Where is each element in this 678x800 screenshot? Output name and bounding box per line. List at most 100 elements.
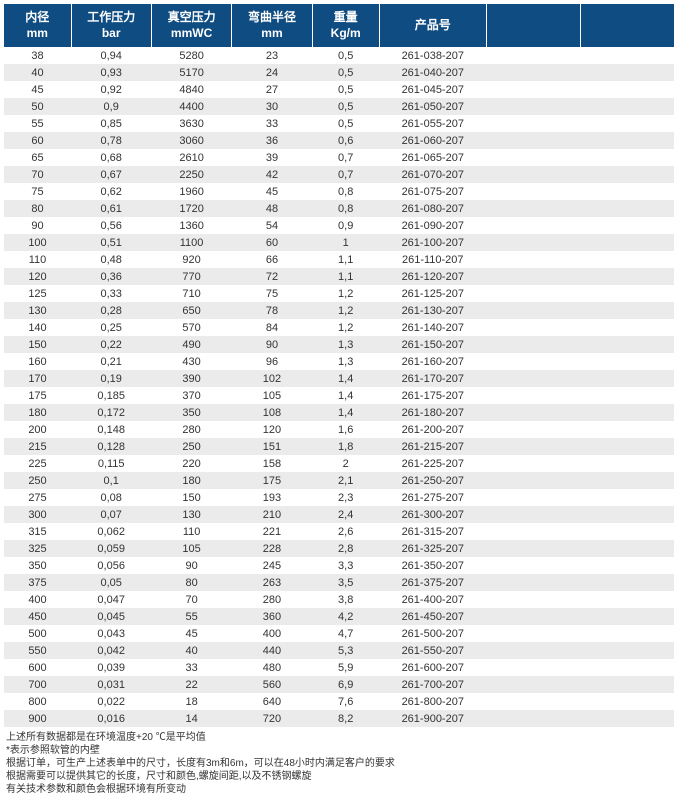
col-header-4: 重量Kg/m <box>312 4 379 47</box>
cell <box>486 659 580 676</box>
cell: 0,5 <box>312 47 379 64</box>
cell: 250 <box>4 472 71 489</box>
cell: 261-120-207 <box>379 268 486 285</box>
cell: 261-130-207 <box>379 302 486 319</box>
cell: 1,8 <box>312 438 379 455</box>
table-header: 内径mm工作压力bar真空压力mmWC弯曲半径mm重量Kg/m产品号 <box>4 4 674 47</box>
cell <box>486 115 580 132</box>
cell: 261-125-207 <box>379 285 486 302</box>
cell: 400 <box>232 625 312 642</box>
table-row: 3750,05802633,5261-375-207 <box>4 574 674 591</box>
cell: 261-450-207 <box>379 608 486 625</box>
cell: 650 <box>151 302 231 319</box>
cell <box>486 149 580 166</box>
cell: 400 <box>4 591 71 608</box>
cell: 450 <box>4 608 71 625</box>
table-row: 5000,043454004,7261-500-207 <box>4 625 674 642</box>
col-header-3: 弯曲半径mm <box>232 4 312 47</box>
cell: 2610 <box>151 149 231 166</box>
cell: 4,2 <box>312 608 379 625</box>
cell: 5170 <box>151 64 231 81</box>
table-body: 380,945280230,5261-038-207400,935170240,… <box>4 47 674 727</box>
cell: 0,022 <box>71 693 151 710</box>
cell: 1,2 <box>312 302 379 319</box>
cell: 560 <box>232 676 312 693</box>
cell <box>486 472 580 489</box>
cell: 193 <box>232 489 312 506</box>
cell: 3630 <box>151 115 231 132</box>
table-row: 3150,0621102212,6261-315-207 <box>4 523 674 540</box>
cell: 120 <box>232 421 312 438</box>
cell: 130 <box>151 506 231 523</box>
cell <box>486 98 580 115</box>
cell: 105 <box>232 387 312 404</box>
cell: 3060 <box>151 132 231 149</box>
cell: 0,62 <box>71 183 151 200</box>
cell: 72 <box>232 268 312 285</box>
cell <box>580 217 674 234</box>
cell: 0,9 <box>71 98 151 115</box>
cell: 900 <box>4 710 71 727</box>
cell: 42 <box>232 166 312 183</box>
cell <box>486 251 580 268</box>
cell <box>486 693 580 710</box>
cell: 430 <box>151 353 231 370</box>
cell: 261-160-207 <box>379 353 486 370</box>
cell: 390 <box>151 370 231 387</box>
cell: 96 <box>232 353 312 370</box>
cell: 5,3 <box>312 642 379 659</box>
cell: 130 <box>4 302 71 319</box>
cell: 158 <box>232 455 312 472</box>
cell <box>486 421 580 438</box>
cell: 75 <box>232 285 312 302</box>
cell: 261-100-207 <box>379 234 486 251</box>
cell: 45 <box>4 81 71 98</box>
cell: 55 <box>4 115 71 132</box>
cell: 0,9 <box>312 217 379 234</box>
table-row: 1800,1723501081,4261-180-207 <box>4 404 674 421</box>
cell: 1,2 <box>312 285 379 302</box>
cell: 0,042 <box>71 642 151 659</box>
cell: 100 <box>4 234 71 251</box>
cell: 261-110-207 <box>379 251 486 268</box>
cell: 7,6 <box>312 693 379 710</box>
cell: 228 <box>232 540 312 557</box>
cell: 245 <box>232 557 312 574</box>
cell <box>580 625 674 642</box>
cell: 0,1 <box>71 472 151 489</box>
cell: 4400 <box>151 98 231 115</box>
cell: 3,8 <box>312 591 379 608</box>
cell: 38 <box>4 47 71 64</box>
cell <box>486 506 580 523</box>
cell: 261-550-207 <box>379 642 486 659</box>
col-header-line2: Kg/m <box>315 26 377 42</box>
cell: 125 <box>4 285 71 302</box>
cell: 2,6 <box>312 523 379 540</box>
table-row: 800,611720480,8261-080-207 <box>4 200 674 217</box>
table-row: 550,853630330,5261-055-207 <box>4 115 674 132</box>
cell: 6,9 <box>312 676 379 693</box>
cell: 4840 <box>151 81 231 98</box>
cell: 1,3 <box>312 336 379 353</box>
cell: 108 <box>232 404 312 421</box>
cell: 102 <box>232 370 312 387</box>
cell: 261-040-207 <box>379 64 486 81</box>
cell <box>486 336 580 353</box>
cell: 151 <box>232 438 312 455</box>
table-row: 9000,016147208,2261-900-207 <box>4 710 674 727</box>
cell: 0,08 <box>71 489 151 506</box>
cell <box>580 166 674 183</box>
cell: 33 <box>151 659 231 676</box>
cell <box>580 149 674 166</box>
cell: 225 <box>4 455 71 472</box>
cell <box>580 353 674 370</box>
cell: 0,51 <box>71 234 151 251</box>
cell <box>486 183 580 200</box>
cell: 180 <box>4 404 71 421</box>
cell: 0,48 <box>71 251 151 268</box>
cell <box>486 285 580 302</box>
cell: 36 <box>232 132 312 149</box>
cell <box>580 404 674 421</box>
cell: 261-045-207 <box>379 81 486 98</box>
cell <box>486 625 580 642</box>
